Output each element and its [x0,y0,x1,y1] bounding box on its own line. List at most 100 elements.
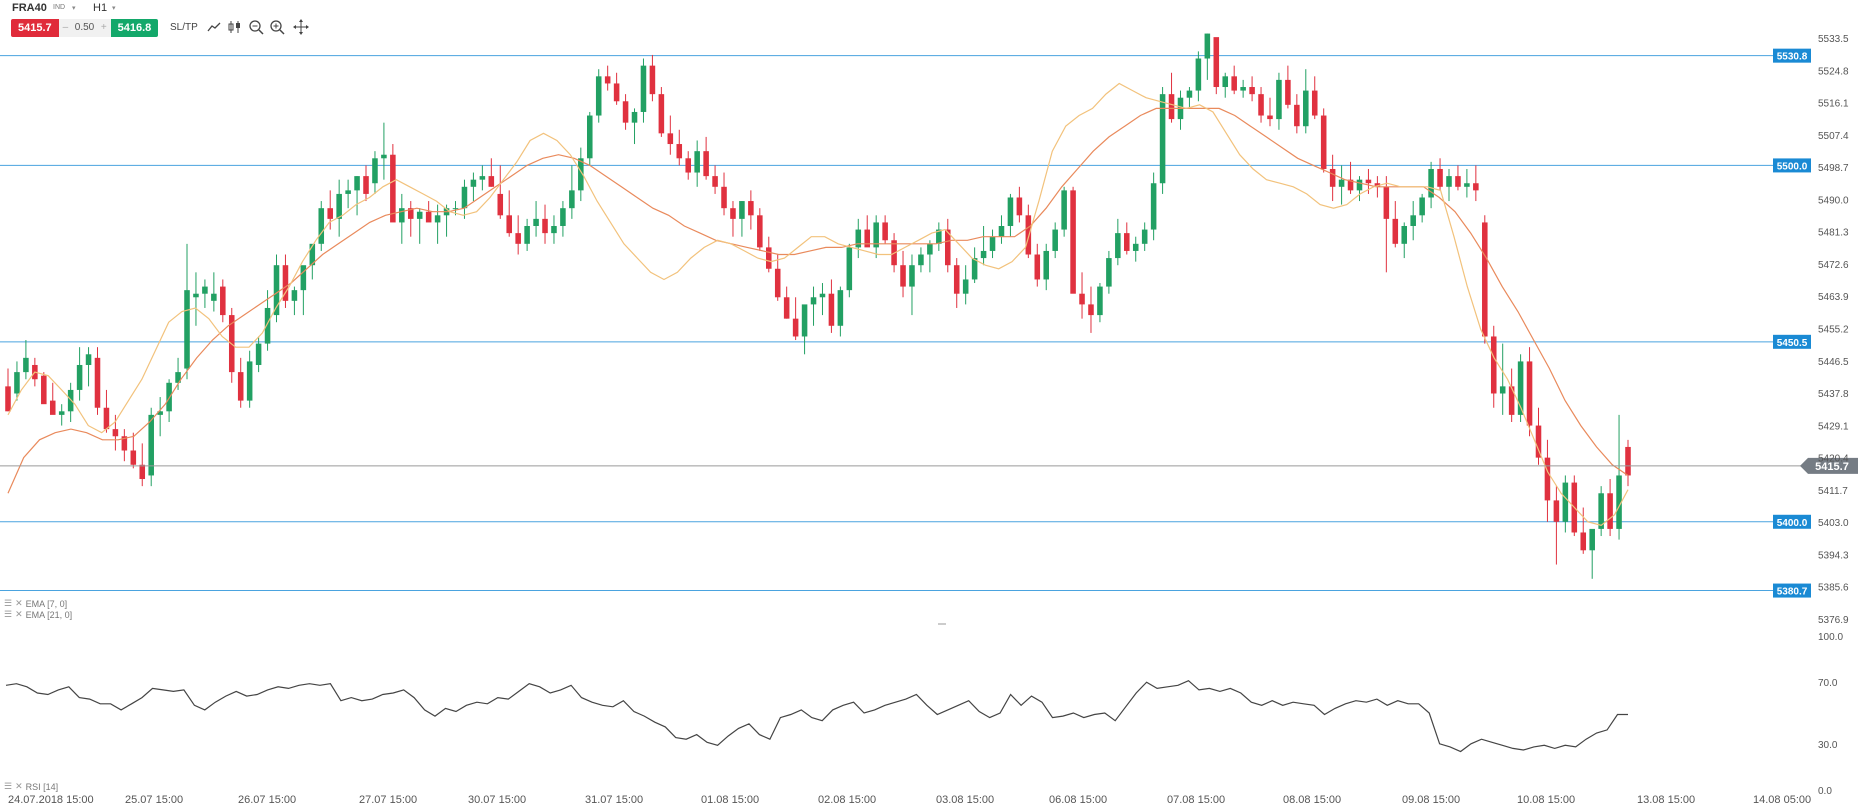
candle [1392,201,1399,248]
time-axis-label: 02.08 15:00 [818,794,876,806]
candle [282,254,289,308]
symbol-dropdown-icon[interactable]: ▾ [72,5,76,12]
candle-body [1303,90,1309,127]
candle-body [1097,286,1103,316]
candle-body [667,133,674,145]
price-axis-label: 5446.5 [1818,357,1849,368]
candle [721,172,727,216]
candle [855,218,862,259]
candle [703,136,709,180]
candle-body [1419,197,1425,216]
candle [1240,79,1246,98]
candle [336,179,342,237]
ema7-indicator-label[interactable]: ☰ ✕ EMA [7, 0] [4,598,67,609]
candle [112,414,119,451]
candle-body [1473,183,1479,191]
candle [246,350,253,408]
ema21-indicator-label[interactable]: ☰ ✕ EMA [21, 0] [4,609,72,620]
candle-body [882,222,888,241]
candle [1419,193,1425,223]
symbol-label[interactable]: FRA40 [12,2,47,14]
candle-body [184,290,190,369]
candle [1106,250,1112,294]
candlestick-icon[interactable] [226,18,244,36]
crosshair-icon[interactable] [292,18,310,36]
line-chart-icon[interactable] [205,18,223,36]
candle-body [1517,361,1524,415]
level-tag [1773,158,1811,173]
drag-handle-icon[interactable]: ☰ [4,609,13,619]
current-price-label: 5415.7 [1815,461,1849,473]
time-axis-label: 10.08 15:00 [1517,794,1575,806]
zoom-in-icon[interactable] [268,18,286,36]
candle-body [604,76,611,84]
sl-tp-button[interactable]: SL/TP [170,22,198,33]
candle [1428,161,1434,209]
candle-body [354,176,360,191]
candle-body [631,111,638,123]
timeframe-dropdown-icon[interactable]: ▾ [112,5,116,12]
candle [1204,33,1211,80]
spread-minus-button[interactable]: – [62,22,69,33]
candle-body [121,436,128,451]
candle [1097,283,1103,323]
time-axis-label: 25.07 15:00 [125,794,183,806]
time-axis-label: 09.08 15:00 [1402,794,1460,806]
candle [1025,204,1032,259]
candle-body [748,201,754,216]
candle-body [193,293,199,298]
candle [953,258,960,308]
candle [604,65,611,91]
candle [470,172,477,202]
candle [139,443,146,487]
candle-body [712,176,718,187]
level-tag-label: 5400.0 [1777,518,1808,529]
zoom-out-icon[interactable] [247,18,265,36]
candle-body [1240,87,1246,91]
candle [488,158,495,187]
candle [1320,108,1327,173]
candle-body [1410,215,1416,226]
candle-body [1428,168,1434,198]
candle-body [372,158,378,184]
candle [1401,222,1408,259]
candle-body [1338,179,1345,187]
candle [783,286,790,319]
candle-body [1482,222,1488,337]
close-icon[interactable]: ✕ [15,609,23,619]
time-axis-label: 14.08 05:00 [1753,794,1811,806]
timeframe-selector[interactable]: H1 [93,2,108,14]
buy-button[interactable]: 5416.8 [110,19,159,37]
candle-body [246,361,253,401]
candle [918,247,924,273]
candle [1490,325,1497,408]
candle-body [1231,76,1237,91]
candle-body [407,208,414,219]
rsi-axis-label: 0.0 [1818,786,1832,797]
candle-body [139,464,146,480]
candle-body [810,297,817,305]
close-icon[interactable]: ✕ [15,781,23,791]
price-axis-label: 5516.1 [1818,99,1849,110]
sell-button[interactable]: 5415.7 [11,19,59,37]
candle-body [58,411,65,415]
candle-body [1589,528,1595,551]
candle-body [864,229,871,248]
rsi-indicator-label[interactable]: ☰ ✕ RSI [14] [4,781,58,792]
candle-body [425,211,432,223]
close-icon[interactable]: ✕ [15,598,23,608]
candle-body [1383,186,1390,219]
trade-widget: 5415.7 – 0.50 + 5416.8 [11,19,159,37]
candle-body [774,268,781,298]
candle-body [569,190,575,209]
drag-handle-icon[interactable]: ☰ [4,781,13,791]
candle [1034,243,1041,287]
candle [1562,475,1569,533]
candle-body [551,226,557,234]
candle [676,129,683,166]
drag-handle-icon[interactable]: ☰ [4,598,13,608]
spread-plus-button[interactable]: + [100,22,107,33]
candle-body [1580,532,1587,551]
candle [103,389,110,433]
